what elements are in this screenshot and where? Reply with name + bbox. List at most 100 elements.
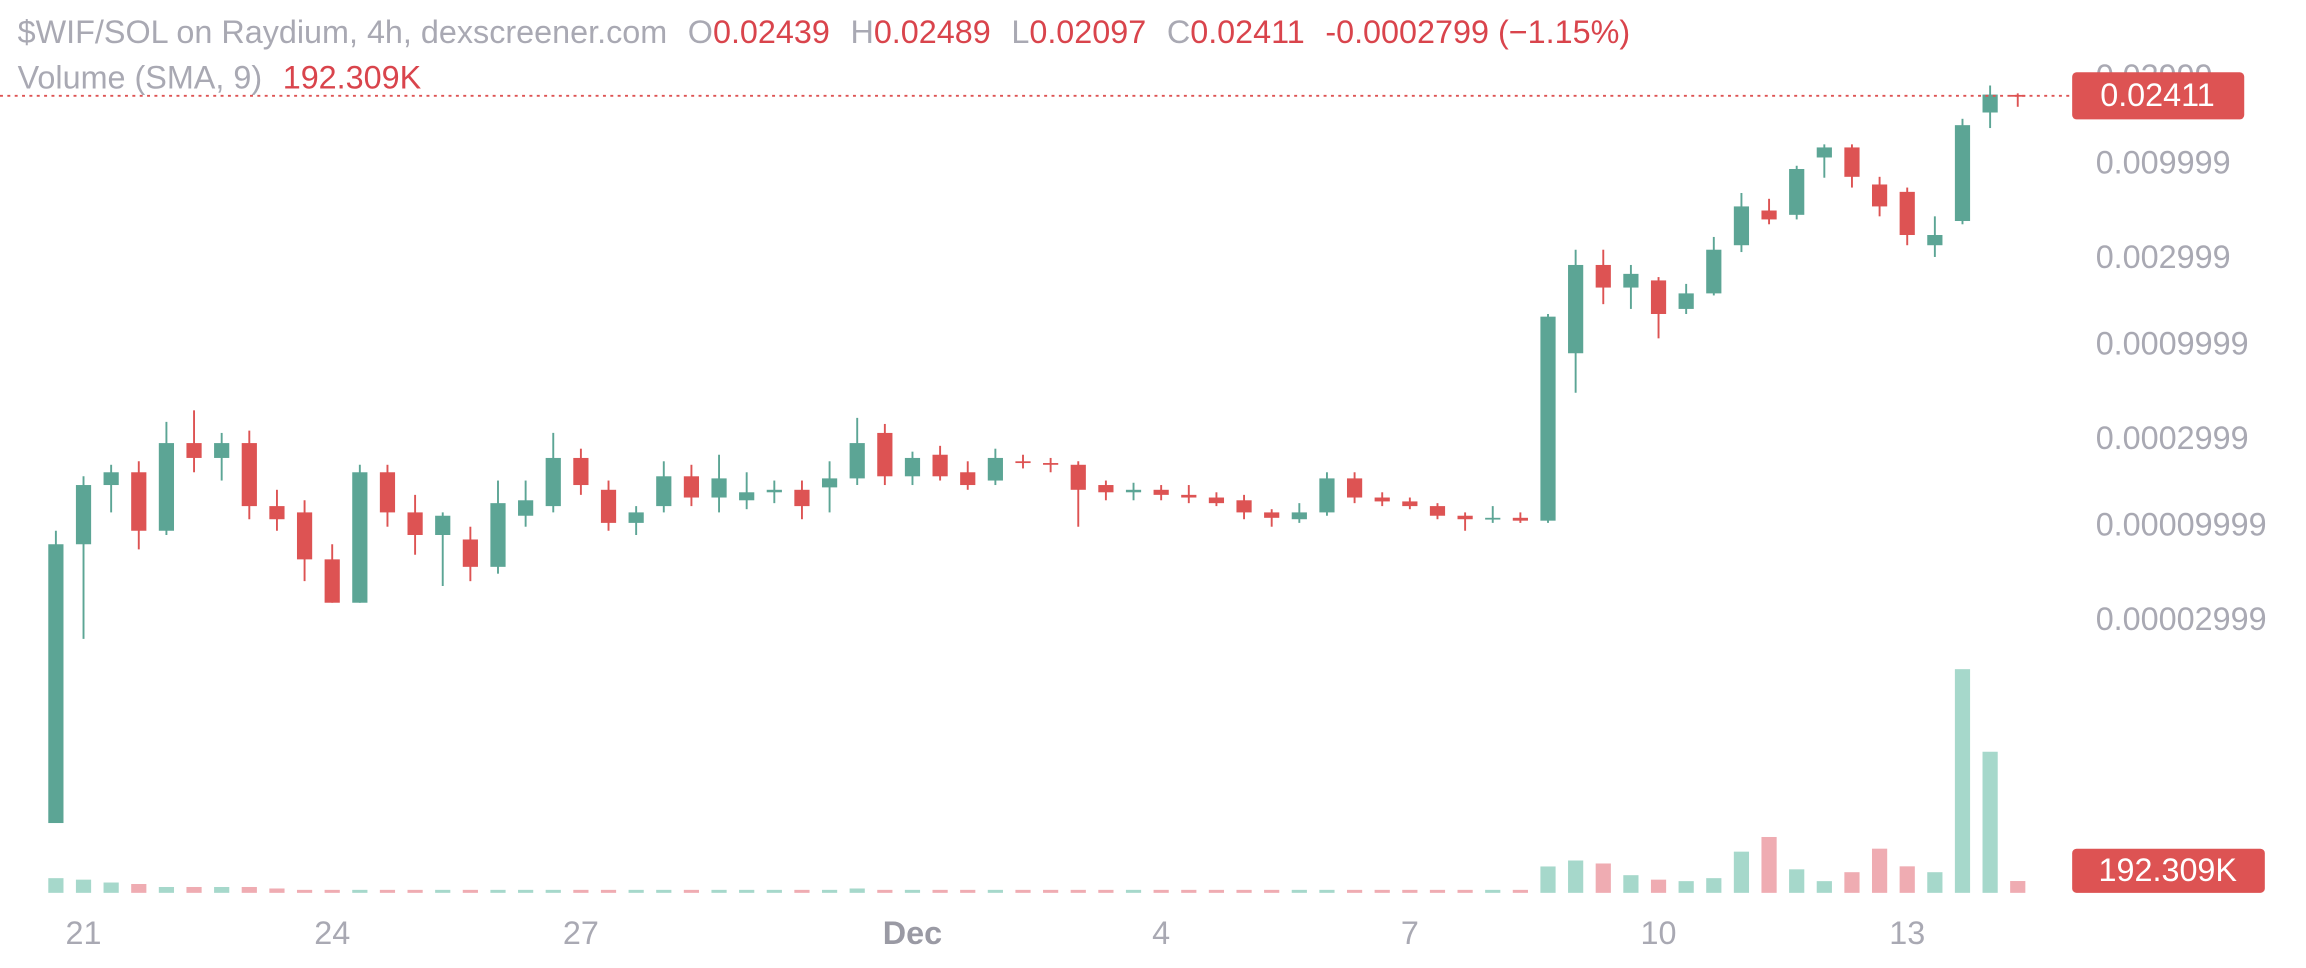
candle-body [628,512,644,523]
volume-bar [877,889,893,893]
candle-body [1899,191,1915,236]
volume-bar [1043,889,1059,893]
candle-body [1761,210,1777,220]
candle-body [656,476,672,507]
volume-bar [1540,866,1556,893]
volume-bar [352,889,368,893]
volume-bar [1374,889,1390,893]
candle-body [103,472,119,486]
candle-body [766,489,782,493]
volume-bar [1457,889,1473,893]
candle-body [352,472,368,603]
candle-body [877,432,893,477]
volume-bar [324,889,340,893]
volume-bar [518,889,534,893]
volume-bar [1650,879,1667,893]
volume-bar [1761,836,1777,893]
volume-bar [711,889,727,893]
volume-bar [186,886,202,893]
candle-body [48,544,64,824]
ohlc-value: 0.02411 [1190,14,1305,50]
volume-bar [545,889,561,893]
candle-body [821,478,838,488]
candle-body [1457,515,1473,520]
candle-body [1733,206,1750,246]
y-tick-label: 0.00002999 [2096,601,2267,637]
volume-bar [1899,866,1915,893]
x-tick-label: 21 [66,915,102,951]
candle-body [1816,147,1832,158]
candle-body [1485,517,1501,520]
candle-body [131,472,147,531]
candle-body [1954,125,1971,222]
volume-bar [407,889,423,893]
volume-bar [573,889,589,893]
volume-bar [2010,881,2026,893]
volume-bar [103,882,119,893]
candle-body [1015,461,1031,464]
volume-tag-label: 192.309K [2099,852,2238,888]
candle-body [932,454,948,477]
volume-bar [131,884,147,893]
volume-bar [379,889,396,893]
chart-title: $WIF/SOL on Raydium, 4h, dexscreener.com [18,14,668,50]
candle-body [987,457,1003,481]
candle-body [1208,497,1225,504]
candle-body [1623,273,1639,288]
volume-bar [490,889,506,893]
candle-body [1291,512,1307,520]
volume-bar [1208,889,1225,893]
x-tick-label: 13 [1889,915,1925,951]
candle-body [75,485,92,545]
volume-bar [1181,889,1197,893]
x-tick-label: 4 [1152,915,1170,951]
candle-body [1512,517,1528,521]
volume-bar [600,889,617,893]
price-tag [2072,72,2245,120]
candle-body [849,443,865,479]
volume-bar [1595,863,1611,893]
ohlc-value: 0.02439 [713,14,830,50]
ohlc-value: 0.02489 [874,14,991,50]
volume-bar [462,889,478,893]
change: -0.0002799 (−1.15%) [1325,14,1630,50]
volume-bar [241,886,257,893]
y-tick-label: 0.009999 [2096,145,2231,181]
volume-bar [1816,881,1832,893]
volume-bar [1485,889,1501,893]
candle-body [1429,506,1446,516]
volume-bar [1429,889,1446,893]
volume-bar [296,889,313,893]
candle-body [739,492,755,501]
volume-bar [1125,889,1142,893]
candle-body [1264,512,1280,518]
volume-bar [1678,881,1694,893]
candle-body [1236,500,1252,513]
candle-body [1844,147,1860,177]
y-tick-label: 0.00009999 [2096,506,2267,542]
volume-bar [1015,889,1031,893]
candle-body [1402,501,1418,507]
candle-body [1181,494,1197,498]
candle-body [490,503,506,567]
price-tag-label: 0.02411 [2100,77,2215,113]
candle-body [1982,94,1998,113]
volume-bar [214,886,230,893]
volume-bar [158,886,175,893]
volume-bar [1346,889,1363,893]
ohlc-key: C [1167,14,1190,50]
volume-bar [987,889,1003,893]
candle-body [1374,497,1390,502]
volume-bar [1927,872,1943,893]
volume-bar [1623,875,1639,893]
volume-bar [1706,878,1722,893]
candle-body [186,443,202,458]
volume-bar [849,888,865,893]
volume-bar [932,889,948,893]
candle-body [1070,464,1086,490]
ohlc-key: H [850,14,873,50]
x-tick-label: 10 [1641,915,1677,951]
volume-bar [1733,851,1750,893]
candle-body [1706,249,1722,294]
